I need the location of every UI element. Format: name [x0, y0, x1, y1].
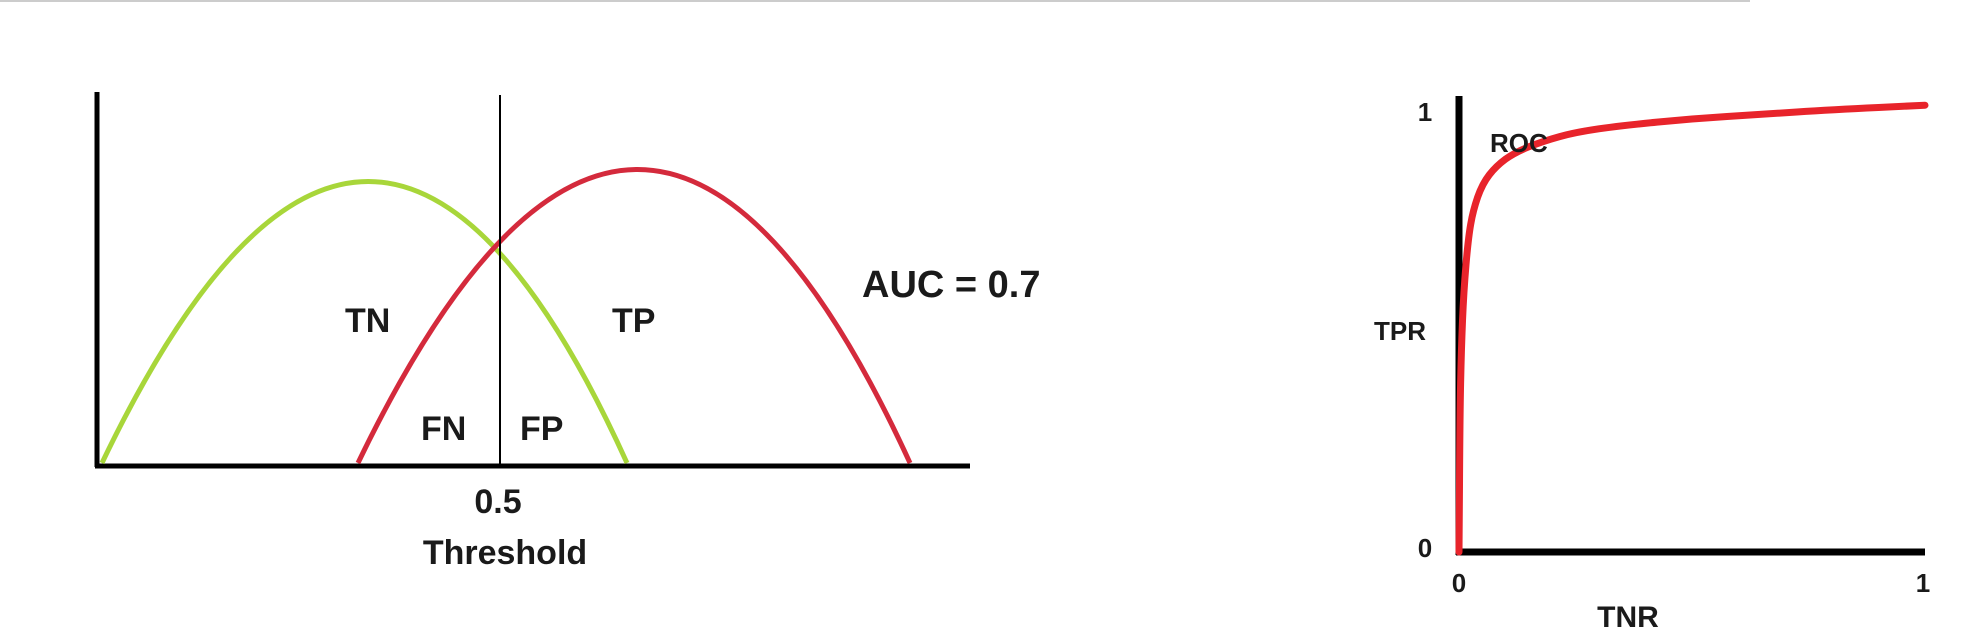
fn-label: FN	[421, 410, 466, 448]
roc-chart: ROC TPR TNR 1 0 0 1	[1374, 96, 1930, 634]
positive-class-curve	[355, 167, 913, 465]
roc-xtick-0: 0	[1452, 568, 1466, 598]
distribution-diagram: TN TP FN FP 0.5 Threshold AUC = 0.7	[94, 92, 1040, 572]
roc-ytick-0: 0	[1418, 533, 1432, 563]
roc-series-label: ROC	[1490, 128, 1548, 158]
roc-xlabel: TNR	[1597, 601, 1659, 634]
tp-label: TP	[612, 302, 655, 340]
roc-ytick-1: 1	[1418, 97, 1432, 127]
threshold-axis-label: Threshold	[423, 534, 587, 572]
auc-label: AUC = 0.7	[862, 264, 1040, 306]
negative-class-curve	[99, 179, 630, 465]
tn-label: TN	[345, 302, 390, 340]
threshold-value-label: 0.5	[474, 483, 521, 521]
roc-curve-line	[1455, 101, 1929, 556]
roc-xtick-1: 1	[1916, 568, 1930, 598]
roc-ylabel: TPR	[1374, 316, 1426, 346]
fp-label: FP	[520, 410, 563, 448]
